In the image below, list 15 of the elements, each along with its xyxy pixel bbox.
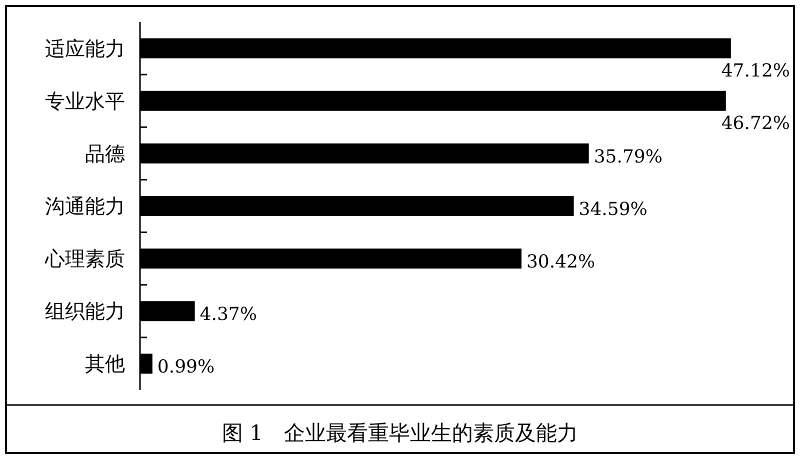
data-label: 47.12% bbox=[721, 60, 790, 82]
data-label: 0.99% bbox=[157, 356, 215, 378]
y-tick-label: 专业水平 bbox=[45, 88, 125, 113]
y-tick-label: 心理素质 bbox=[44, 246, 125, 271]
y-tick-label: 沟通能力 bbox=[45, 194, 125, 218]
data-label: 35.79% bbox=[594, 146, 662, 168]
y-tick-label: 其他 bbox=[85, 352, 125, 376]
data-label: 30.42% bbox=[526, 252, 596, 273]
y-tick-label: 适应能力 bbox=[45, 36, 125, 60]
data-label: 34.59% bbox=[578, 199, 648, 220]
data-label: 46.72% bbox=[721, 112, 790, 134]
y-tick-label: 品德 bbox=[85, 141, 125, 166]
text: 图 1 企业最看重毕业生的素质及能力 bbox=[222, 421, 578, 445]
data-label: 4.37% bbox=[200, 304, 257, 326]
y-tick-label: 组织能力 bbox=[45, 299, 125, 324]
